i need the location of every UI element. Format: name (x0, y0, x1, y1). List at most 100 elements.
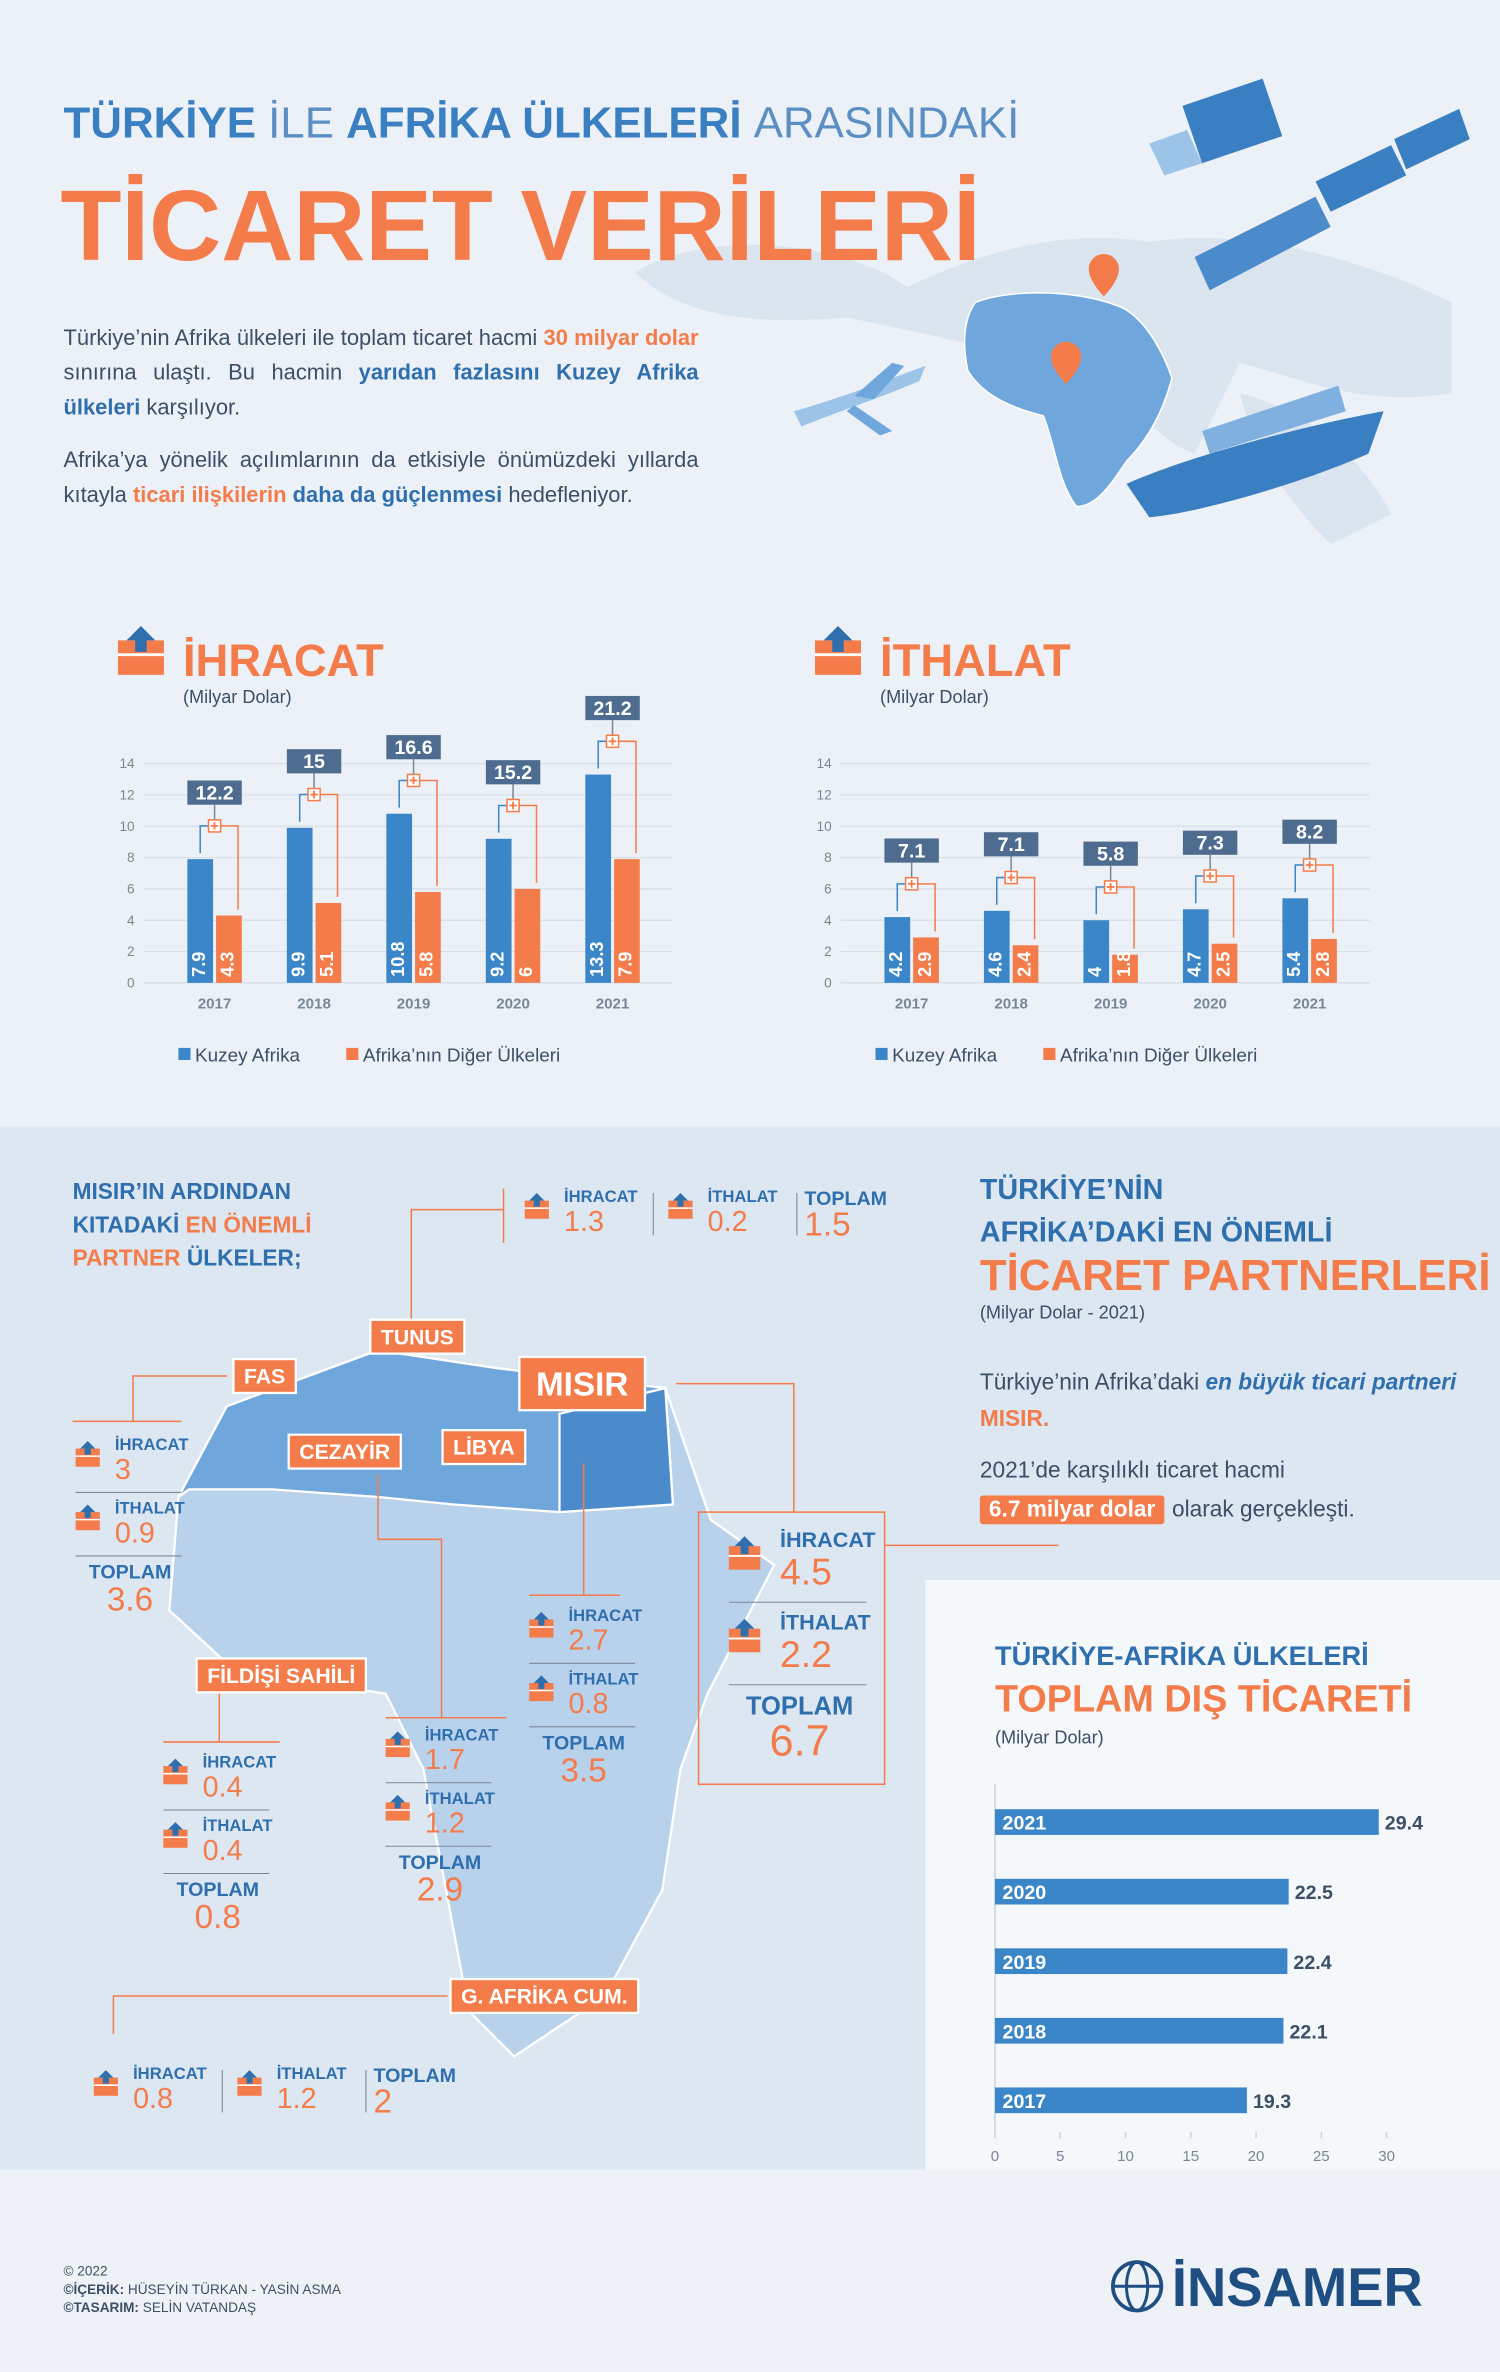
x-tick-label: 2020 (496, 996, 530, 1013)
text: olarak gerçekleşti. (1171, 1496, 1355, 1523)
egypt-frame (697, 1511, 886, 1786)
bar (1182, 909, 1209, 983)
text: Afrika’ya yönelik açılımlarının da etkis… (63, 449, 699, 509)
chart-subtitle: (Milyar Dolar) (880, 687, 989, 707)
ship (1126, 385, 1384, 518)
y-tick-label: 2021 (1003, 1813, 1047, 1835)
trade-label: TOPLAM (399, 1852, 482, 1874)
credit-name: HÜSEYİN TÜRKAN - YASİN ASMA (128, 2282, 342, 2297)
x-tick-label: 2021 (1293, 996, 1327, 1013)
highlight: MISIR. (979, 1406, 1050, 1432)
trade-label: TOPLAM (804, 1188, 887, 1210)
trade-value: 2 (373, 2083, 392, 2120)
truck (1149, 78, 1283, 176)
trade-value: 0.4 (203, 1835, 243, 1867)
x-tick-label: 15 (1182, 2148, 1199, 2165)
chart-title: TOPLAM DIŞ TİCARETİ (995, 1679, 1412, 1721)
country-name: CEZAYİR (299, 1440, 390, 1464)
legend-label: Afrika’nın Diğer Ülkeleri (363, 1045, 560, 1066)
connector (1017, 876, 1036, 940)
trade-label: TOPLAM (746, 1692, 853, 1720)
bar-value-label: 1.8 (1114, 952, 1134, 977)
trade-label: İTHALAT (115, 1499, 185, 1518)
x-tick-label: 25 (1313, 2148, 1330, 2165)
credit-label: ©İÇERİK: (64, 2282, 125, 2297)
y-tick-label: 6 (824, 881, 832, 896)
airplane (793, 362, 926, 436)
plus-sign (907, 880, 916, 888)
text: 2021’de karşılıklı ticaret hacmi (979, 1457, 1285, 1484)
icon-arrow (734, 1618, 755, 1637)
bar (1311, 939, 1337, 983)
connector (220, 825, 239, 910)
total-label: 7.1 (898, 840, 925, 862)
bar (994, 2087, 1247, 2114)
x-tick-label: 0 (991, 2148, 999, 2165)
country-name: FİLDİŞİ SAHİLİ (207, 1664, 355, 1688)
country-tag (518, 1355, 647, 1412)
bar-value-label: 7.9 (189, 952, 209, 977)
connectors (72, 1188, 1059, 2034)
y-tick-label: 14 (817, 756, 833, 771)
train-car (1315, 145, 1407, 212)
bar-value-label: 2.5 (1213, 952, 1233, 977)
total-box (1182, 830, 1238, 855)
credit: ©TASARIM: SELİN VATANDAŞ (64, 2300, 257, 2315)
bar-value-label: 9.9 (288, 952, 308, 977)
total-label: 16.6 (394, 737, 432, 759)
country-name: G. AFRİKA CUM. (461, 1985, 627, 2009)
trade-label: İHRACAT (569, 1606, 643, 1625)
partner-text: 2021’de karşılıklı ticaret hacmi 6.7 mily… (979, 1452, 1494, 1531)
box-icon (385, 1731, 410, 1758)
total-box (187, 780, 242, 805)
title-part: ARASINDAKİ (754, 99, 1020, 148)
x-tick-label: 5 (1056, 2148, 1064, 2165)
ship-hull (1126, 411, 1384, 518)
chart-subtitle: (Milyar Dolar) (995, 1727, 1104, 1747)
footer-background (0, 2169, 1500, 2371)
bar-value-label: 5.8 (417, 952, 437, 977)
box-icon (524, 1193, 549, 1219)
icon-arrow (734, 1536, 755, 1554)
trade-value: 1.3 (564, 1206, 604, 1238)
total-box (1083, 841, 1138, 866)
x-tick-label: 20 (1248, 2148, 1265, 2165)
country-name: MISIR (536, 1367, 628, 1404)
partner-title: TÜRKİYE’NİN (980, 1173, 1164, 1206)
box-icon (815, 626, 861, 675)
highlight: ticari ilişkilerin (132, 483, 287, 509)
plus-sign (1106, 883, 1115, 891)
bar (216, 915, 242, 983)
bar (994, 1878, 1289, 1905)
partner-title: AFRİKA’DAKİ EN ÖNEMLİ (980, 1215, 1333, 1248)
connector (112, 1995, 448, 2034)
plus-sign (1007, 873, 1015, 882)
box-icon (529, 1675, 554, 1702)
trade-value: 3 (115, 1454, 131, 1486)
chart-title: İHRACAT (183, 635, 384, 686)
y-tick-label: 14 (119, 756, 135, 771)
bar-value-label: 22.5 (1295, 1882, 1333, 1904)
intro-paragraph: Türkiye’nin Afrika ülkeleri ile toplam t… (64, 322, 699, 426)
highlight: 30 milyar dolar (543, 326, 699, 351)
bar-value-label: 4.7 (1185, 952, 1205, 977)
ship-cargo (1202, 385, 1346, 454)
box-icon (237, 2070, 262, 2096)
icon-arrow (390, 1794, 406, 1809)
total-label: 15 (303, 751, 325, 773)
text: hedefleniyor. (502, 483, 633, 509)
plus-sign (409, 776, 418, 785)
bar-value-label: 7.9 (616, 952, 636, 977)
icon-arrow (390, 1731, 406, 1745)
trade-value: 3.5 (561, 1752, 607, 1789)
trade-label: İHRACAT (203, 1753, 277, 1772)
box-icon (163, 1822, 188, 1848)
connector (1095, 886, 1105, 915)
panel-background (925, 1580, 1500, 2170)
total-label: 8.2 (1296, 822, 1323, 844)
icon-box (93, 2077, 118, 2096)
bar-value-label: 5.1 (317, 952, 337, 977)
connector (320, 793, 339, 897)
bar (1112, 954, 1138, 983)
y-tick-label: 4 (127, 913, 135, 928)
